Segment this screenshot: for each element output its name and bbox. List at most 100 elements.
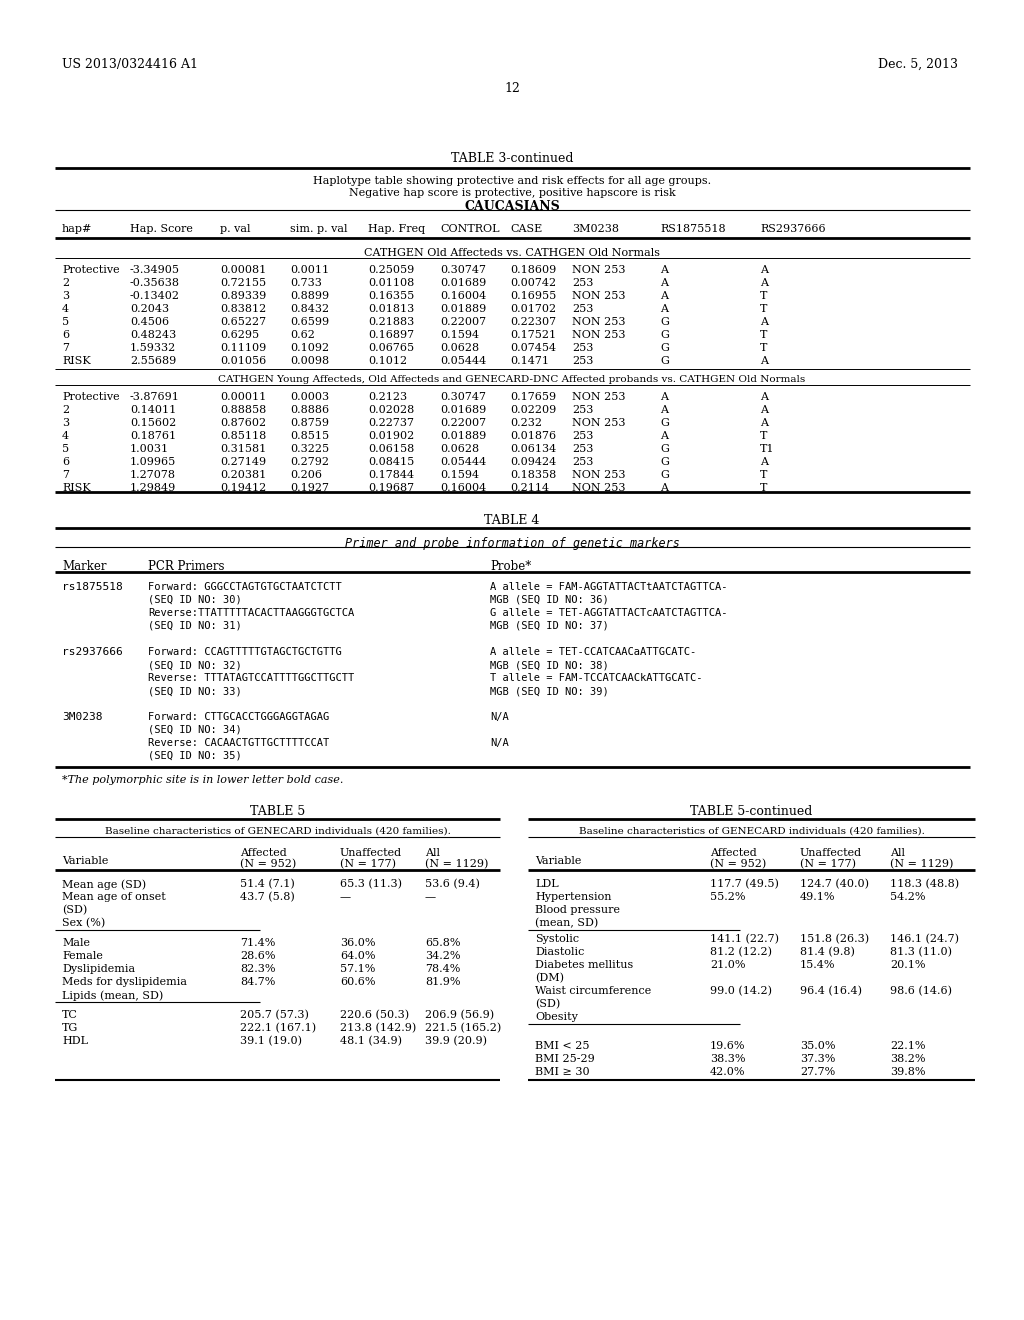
Text: Reverse: TTTATAGTCCATTTTGGCTTGCTT: Reverse: TTTATAGTCCATTTTGGCTTGCTT	[148, 673, 354, 682]
Text: 0.01702: 0.01702	[510, 304, 556, 314]
Text: 0.18761: 0.18761	[130, 432, 176, 441]
Text: 0.8515: 0.8515	[290, 432, 329, 441]
Text: G: G	[660, 343, 669, 352]
Text: 213.8 (142.9): 213.8 (142.9)	[340, 1023, 416, 1034]
Text: 0.18358: 0.18358	[510, 470, 556, 480]
Text: 0.3225: 0.3225	[290, 444, 329, 454]
Text: Hap. Score: Hap. Score	[130, 224, 193, 234]
Text: 0.0003: 0.0003	[290, 392, 329, 403]
Text: 1.59332: 1.59332	[130, 343, 176, 352]
Text: 3: 3	[62, 418, 70, 428]
Text: Diabetes mellitus: Diabetes mellitus	[535, 960, 633, 970]
Text: (N = 177): (N = 177)	[800, 859, 856, 870]
Text: 34.2%: 34.2%	[425, 950, 461, 961]
Text: 0.30747: 0.30747	[440, 265, 486, 275]
Text: MGB (SEQ ID NO: 39): MGB (SEQ ID NO: 39)	[490, 686, 608, 696]
Text: 0.15602: 0.15602	[130, 418, 176, 428]
Text: 36.0%: 36.0%	[340, 939, 376, 948]
Text: 0.206: 0.206	[290, 470, 322, 480]
Text: p. val: p. val	[220, 224, 251, 234]
Text: 22.1%: 22.1%	[890, 1041, 926, 1051]
Text: (mean, SD): (mean, SD)	[535, 917, 598, 928]
Text: 27.7%: 27.7%	[800, 1067, 836, 1077]
Text: A: A	[660, 405, 668, 414]
Text: G: G	[660, 444, 669, 454]
Text: 0.07454: 0.07454	[510, 343, 556, 352]
Text: 0.08415: 0.08415	[368, 457, 415, 467]
Text: NON 253: NON 253	[572, 265, 626, 275]
Text: 0.6599: 0.6599	[290, 317, 329, 327]
Text: 0.06158: 0.06158	[368, 444, 415, 454]
Text: Forward: CTTGCACCTGGGAGGTAGAG: Forward: CTTGCACCTGGGAGGTAGAG	[148, 711, 330, 722]
Text: 0.48243: 0.48243	[130, 330, 176, 341]
Text: 0.01902: 0.01902	[368, 432, 415, 441]
Text: (SD): (SD)	[535, 999, 560, 1010]
Text: Baseline characteristics of GENECARD individuals (420 families).: Baseline characteristics of GENECARD ind…	[579, 828, 925, 836]
Text: 0.01689: 0.01689	[440, 279, 486, 288]
Text: 0.4506: 0.4506	[130, 317, 169, 327]
Text: 0.27149: 0.27149	[220, 457, 266, 467]
Text: A: A	[760, 317, 768, 327]
Text: 0.01056: 0.01056	[220, 356, 266, 366]
Text: 2: 2	[62, 405, 70, 414]
Text: G allele = TET-AGGTATTACTcAATCTAGTTCA-: G allele = TET-AGGTATTACTcAATCTAGTTCA-	[490, 609, 727, 618]
Text: (N = 1129): (N = 1129)	[425, 859, 488, 870]
Text: 253: 253	[572, 432, 593, 441]
Text: 35.0%: 35.0%	[800, 1041, 836, 1051]
Text: 0.2123: 0.2123	[368, 392, 408, 403]
Text: Negative hap score is protective, positive hapscore is risk: Negative hap score is protective, positi…	[348, 187, 676, 198]
Text: 19.6%: 19.6%	[710, 1041, 745, 1051]
Text: 253: 253	[572, 343, 593, 352]
Text: 21.0%: 21.0%	[710, 960, 745, 970]
Text: NON 253: NON 253	[572, 418, 626, 428]
Text: 84.7%: 84.7%	[240, 977, 275, 987]
Text: 0.85118: 0.85118	[220, 432, 266, 441]
Text: CONTROL: CONTROL	[440, 224, 500, 234]
Text: 0.232: 0.232	[510, 418, 542, 428]
Text: Protective: Protective	[62, 392, 120, 403]
Text: A: A	[660, 265, 668, 275]
Text: 0.05444: 0.05444	[440, 356, 486, 366]
Text: 28.6%: 28.6%	[240, 950, 275, 961]
Text: A: A	[660, 432, 668, 441]
Text: 5: 5	[62, 444, 70, 454]
Text: 0.31581: 0.31581	[220, 444, 266, 454]
Text: RISK: RISK	[62, 356, 91, 366]
Text: 118.3 (48.8): 118.3 (48.8)	[890, 879, 959, 890]
Text: 253: 253	[572, 356, 593, 366]
Text: A: A	[660, 279, 668, 288]
Text: 253: 253	[572, 279, 593, 288]
Text: Reverse:TTATTTTTACACTTAAGGGTGCTCA: Reverse:TTATTTTTACACTTAAGGGTGCTCA	[148, 609, 354, 618]
Text: A: A	[660, 290, 668, 301]
Text: T: T	[760, 290, 767, 301]
Text: -3.34905: -3.34905	[130, 265, 180, 275]
Text: 43.7 (5.8): 43.7 (5.8)	[240, 892, 295, 903]
Text: 0.30747: 0.30747	[440, 392, 486, 403]
Text: T: T	[760, 483, 767, 492]
Text: 20.1%: 20.1%	[890, 960, 926, 970]
Text: CASE: CASE	[510, 224, 543, 234]
Text: 98.6 (14.6): 98.6 (14.6)	[890, 986, 952, 997]
Text: 0.20381: 0.20381	[220, 470, 266, 480]
Text: 49.1%: 49.1%	[800, 892, 836, 902]
Text: 0.1092: 0.1092	[290, 343, 329, 352]
Text: 39.1 (19.0): 39.1 (19.0)	[240, 1036, 302, 1047]
Text: A: A	[760, 265, 768, 275]
Text: 0.17521: 0.17521	[510, 330, 556, 341]
Text: 64.0%: 64.0%	[340, 950, 376, 961]
Text: T: T	[760, 470, 767, 480]
Text: -3.87691: -3.87691	[130, 392, 180, 403]
Text: NON 253: NON 253	[572, 317, 626, 327]
Text: T: T	[760, 432, 767, 441]
Text: 3M0238: 3M0238	[62, 711, 102, 722]
Text: A: A	[660, 304, 668, 314]
Text: 38.3%: 38.3%	[710, 1053, 745, 1064]
Text: 65.3 (11.3): 65.3 (11.3)	[340, 879, 402, 890]
Text: Probe*: Probe*	[490, 560, 531, 573]
Text: 0.0011: 0.0011	[290, 265, 329, 275]
Text: G: G	[660, 418, 669, 428]
Text: 82.3%: 82.3%	[240, 964, 275, 974]
Text: 96.4 (16.4): 96.4 (16.4)	[800, 986, 862, 997]
Text: 0.8899: 0.8899	[290, 290, 329, 301]
Text: 0.19412: 0.19412	[220, 483, 266, 492]
